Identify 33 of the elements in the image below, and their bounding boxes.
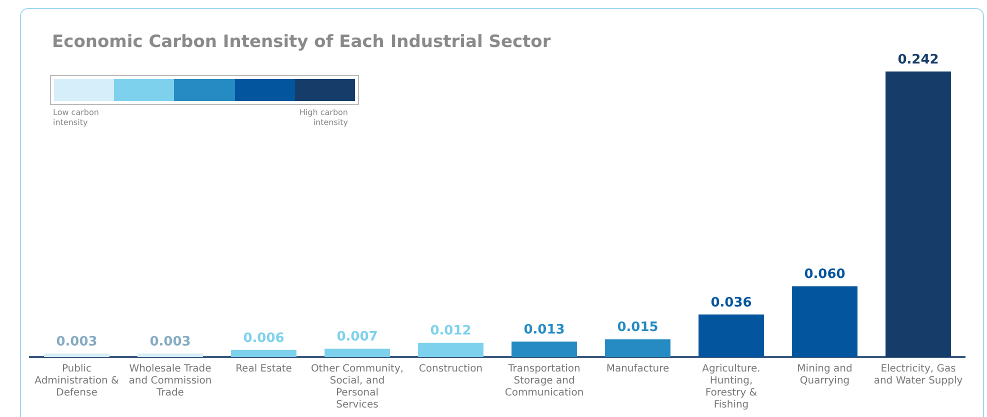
x-tick-label: Electricity, Gas and Water Supply: [874, 364, 963, 387]
annotation: Low carbon intensity: [53, 108, 100, 128]
x-tick-label: Wholesale Trade and Commission Trade: [128, 364, 212, 399]
data-label: 0.242: [898, 52, 939, 68]
x-tick-label: Agriculture. Hunting, Forestry & Fishing: [702, 364, 760, 411]
bar: [886, 71, 951, 357]
x-tick-label: Mining and Quarrying: [797, 364, 852, 387]
bar: [44, 353, 110, 357]
data-label: 0.003: [150, 334, 191, 350]
chart-title: Economic Carbon Intensity of Each Industrial Sector: [52, 32, 551, 52]
bar: [324, 348, 390, 357]
x-tick-label: Real Estate: [236, 364, 292, 375]
x-tick-label: Other Community, Social, and Personal Services: [310, 364, 404, 411]
data-label: 0.060: [804, 267, 846, 282]
x-tick-label: Manufacture: [606, 364, 670, 375]
bar: [138, 353, 203, 357]
x-tick-label: Construction: [418, 364, 483, 375]
data-label: 0.036: [710, 295, 752, 310]
data-label: 0.015: [617, 320, 658, 336]
data-label: 0.006: [243, 330, 284, 346]
data-label: 0.013: [524, 322, 565, 338]
bar: [418, 342, 484, 357]
x-tick-label: Transportation Storage and Communication: [504, 364, 584, 399]
bar: [512, 342, 577, 357]
data-label: 0.003: [56, 334, 98, 350]
x-tick-label: Public Administration & Defense: [34, 364, 120, 399]
bar: [698, 314, 764, 357]
data-label: 0.012: [430, 324, 472, 339]
bar: [605, 339, 670, 357]
bar: [231, 350, 296, 357]
bar: [792, 286, 858, 357]
data-label: 0.007: [336, 330, 378, 345]
annotation: High carbon intensity: [298, 108, 348, 128]
